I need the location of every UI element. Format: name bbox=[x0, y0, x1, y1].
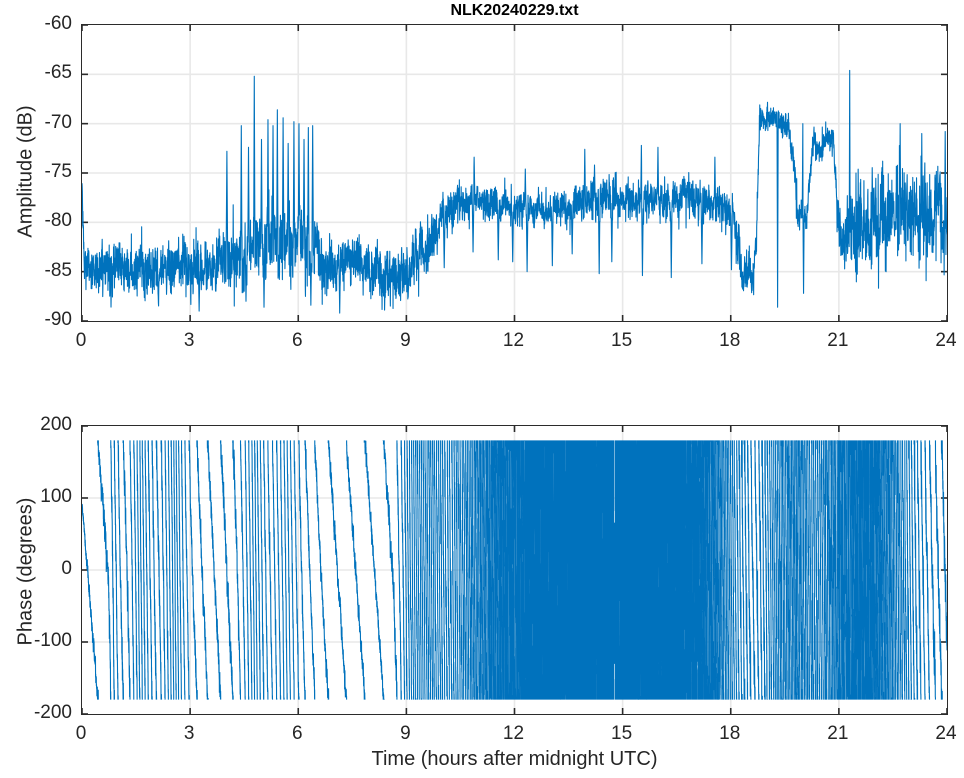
x-tick-label: 18 bbox=[719, 330, 741, 351]
tick-marks bbox=[82, 25, 947, 321]
x-tick-label: 24 bbox=[935, 723, 957, 744]
tick-marks bbox=[82, 426, 947, 714]
amplitude-x-tick-labels: 0 3 6 9 12 15 18 21 24 bbox=[76, 330, 957, 356]
phase-data-trace bbox=[82, 440, 947, 701]
y-tick-label: -80 bbox=[44, 210, 72, 232]
y-tick-label: -70 bbox=[44, 111, 72, 133]
phase-y-axis-label: Phase (degrees) bbox=[14, 497, 37, 646]
x-tick-label: 15 bbox=[611, 330, 633, 351]
x-tick-label: 24 bbox=[935, 330, 957, 351]
y-tick-label: -200 bbox=[33, 702, 72, 723]
x-tick-label: 9 bbox=[400, 330, 411, 351]
x-tick-label: 0 bbox=[75, 330, 87, 351]
y-tick-label: -85 bbox=[44, 259, 72, 281]
phase-plot-svg bbox=[82, 426, 947, 714]
amplitude-plot-svg bbox=[82, 25, 947, 321]
phase-axes bbox=[81, 425, 948, 715]
figure-title: NLK20240229.txt bbox=[450, 2, 579, 19]
phase-x-tick-labels: 0 3 6 9 12 15 18 21 24 bbox=[76, 723, 957, 749]
y-tick-label: -90 bbox=[44, 309, 72, 330]
x-tick-label: 3 bbox=[183, 723, 195, 744]
x-tick-label: 21 bbox=[827, 330, 849, 351]
x-tick-label: 18 bbox=[719, 723, 741, 744]
x-tick-label: 15 bbox=[611, 723, 633, 744]
y-tick-label: 0 bbox=[61, 558, 72, 579]
phase-y-tick-labels: 200 100 0 -100 -200 bbox=[0, 414, 72, 723]
amplitude-data-trace bbox=[82, 69, 947, 314]
y-tick-label: -65 bbox=[44, 62, 72, 84]
x-tick-label: 3 bbox=[183, 330, 195, 351]
x-tick-label: 9 bbox=[400, 723, 411, 744]
shared-x-axis-label: Time (hours after midnight UTC) bbox=[371, 748, 658, 770]
x-tick-label: 0 bbox=[75, 723, 87, 744]
amplitude-y-tick-labels: -60 -65 -70 -75 -80 -85 -90 bbox=[0, 13, 72, 330]
y-tick-label: 100 bbox=[40, 486, 72, 507]
y-tick-label: 200 bbox=[40, 414, 72, 435]
x-tick-label: 6 bbox=[291, 723, 303, 744]
x-tick-label: 21 bbox=[827, 723, 849, 744]
amplitude-axes bbox=[81, 24, 948, 322]
x-tick-label: 6 bbox=[291, 330, 303, 351]
x-tick-label: 12 bbox=[502, 723, 525, 744]
y-tick-label: -75 bbox=[44, 161, 72, 182]
x-tick-label: 12 bbox=[502, 330, 525, 351]
amplitude-y-axis-label: Amplitude (dB) bbox=[14, 105, 37, 238]
y-tick-label: -100 bbox=[33, 630, 72, 651]
y-tick-label: -60 bbox=[44, 13, 72, 34]
